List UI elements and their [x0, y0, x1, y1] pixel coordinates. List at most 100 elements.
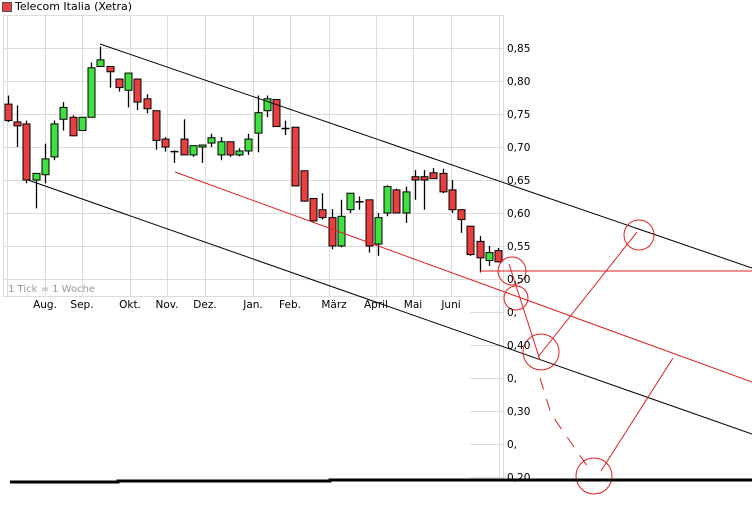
y-tick-label: 0,50 — [507, 274, 530, 286]
candlesticks — [4, 46, 503, 273]
candle — [383, 185, 392, 217]
annotation-circle — [623, 219, 655, 251]
y-tick-label: 0,60 — [507, 208, 530, 220]
candle — [494, 247, 503, 263]
y-tick-label: 0,70 — [507, 142, 530, 154]
y-tick-label: 0,30 — [507, 406, 530, 418]
candle — [337, 199, 346, 248]
candle — [41, 143, 50, 184]
chart-title-text: Telecom Italia (Xetra) — [15, 0, 133, 13]
trendline — [174, 171, 752, 383]
annotation-circle — [575, 457, 613, 495]
candle — [429, 168, 438, 180]
candle — [50, 120, 59, 161]
annotation-circle — [497, 256, 527, 286]
candle — [439, 168, 448, 194]
y-tick-label: 0, — [507, 373, 517, 385]
trendline — [99, 43, 752, 269]
candle — [226, 141, 235, 157]
grid-lines — [3, 15, 504, 480]
candle — [272, 98, 281, 128]
red-annotations — [497, 219, 674, 495]
chart-title: Telecom Italia (Xetra) — [2, 0, 132, 13]
annotation-line — [537, 231, 638, 358]
candle — [106, 65, 115, 88]
annotation-dashed-path — [539, 377, 591, 471]
candle — [355, 196, 364, 210]
trend-lines — [27, 43, 752, 435]
baseline-scribble — [10, 478, 752, 484]
x-tick-label: Aug. — [33, 299, 57, 311]
x-tick-label: Feb. — [279, 299, 301, 311]
candle — [420, 170, 429, 210]
candle — [96, 46, 105, 67]
candle — [198, 144, 207, 163]
candle — [244, 133, 253, 155]
annotation-line — [508, 263, 541, 361]
candle — [448, 180, 457, 213]
x-tick-label: Nov. — [155, 299, 178, 311]
candle — [189, 145, 198, 157]
candle — [13, 105, 22, 147]
x-tick-label: April — [364, 299, 388, 311]
y-tick-label: 0,65 — [507, 175, 530, 187]
y-tick-label: 0, — [507, 439, 517, 451]
x-tick-label: Mai — [404, 299, 422, 311]
candle — [466, 225, 475, 256]
annotation-line — [600, 357, 674, 472]
candle — [143, 94, 152, 114]
candle — [170, 150, 179, 163]
candle — [374, 213, 383, 256]
y-tick-label: 0,85 — [507, 43, 530, 55]
x-tick-label: Dez. — [193, 299, 216, 311]
y-tick-label: 0,75 — [507, 109, 530, 121]
candle — [392, 188, 401, 214]
candle — [32, 172, 41, 209]
candle — [207, 133, 216, 147]
candle — [22, 120, 31, 184]
x-tick-label: Okt. — [119, 299, 141, 311]
candle — [235, 148, 244, 157]
candle — [281, 120, 290, 136]
x-tick-label: März — [321, 299, 347, 311]
candle — [69, 115, 78, 137]
candle — [217, 137, 226, 161]
candle — [411, 170, 420, 200]
x-tick-label: Jan. — [242, 299, 263, 311]
x-axis-labels: Aug. Sep. Okt. Nov. Dez. Jan. Feb. März April Mai… — [33, 299, 461, 311]
candle — [300, 170, 309, 202]
y-tick-label: 0, — [507, 307, 517, 319]
candle — [87, 62, 96, 118]
candle — [59, 102, 68, 131]
trendline — [27, 179, 752, 435]
tick-interval-note: 1 Tick = 1 Woche — [8, 284, 95, 295]
candle — [180, 119, 189, 156]
candle — [4, 95, 13, 122]
candle — [263, 95, 272, 118]
candle — [152, 110, 161, 150]
y-tick-label: 0,20 — [507, 472, 530, 484]
candle — [346, 192, 355, 213]
candle — [133, 78, 142, 111]
candle — [115, 78, 124, 92]
x-tick-label: Juni — [440, 299, 460, 311]
candle — [402, 186, 411, 223]
candle — [291, 126, 300, 187]
candle — [318, 193, 327, 220]
candle — [457, 209, 466, 233]
candle — [485, 246, 494, 266]
x-tick-label: Sep. — [70, 299, 93, 311]
y-tick-label: 0,80 — [507, 76, 530, 88]
candle — [309, 197, 318, 222]
candle — [476, 236, 485, 273]
candle — [254, 95, 263, 153]
annotation-circle — [522, 333, 560, 371]
y-tick-label: 0,55 — [507, 241, 530, 253]
legend-swatch — [2, 1, 12, 12]
candle — [161, 137, 170, 152]
y-tick-label: 0,40 — [507, 340, 530, 352]
y-axis-labels: 0,85 0,80 0,75 0,70 0,65 0,60 0,55 0,50 0, 0,40 0,… — [507, 43, 530, 484]
candle — [365, 199, 374, 253]
candle — [124, 72, 133, 108]
